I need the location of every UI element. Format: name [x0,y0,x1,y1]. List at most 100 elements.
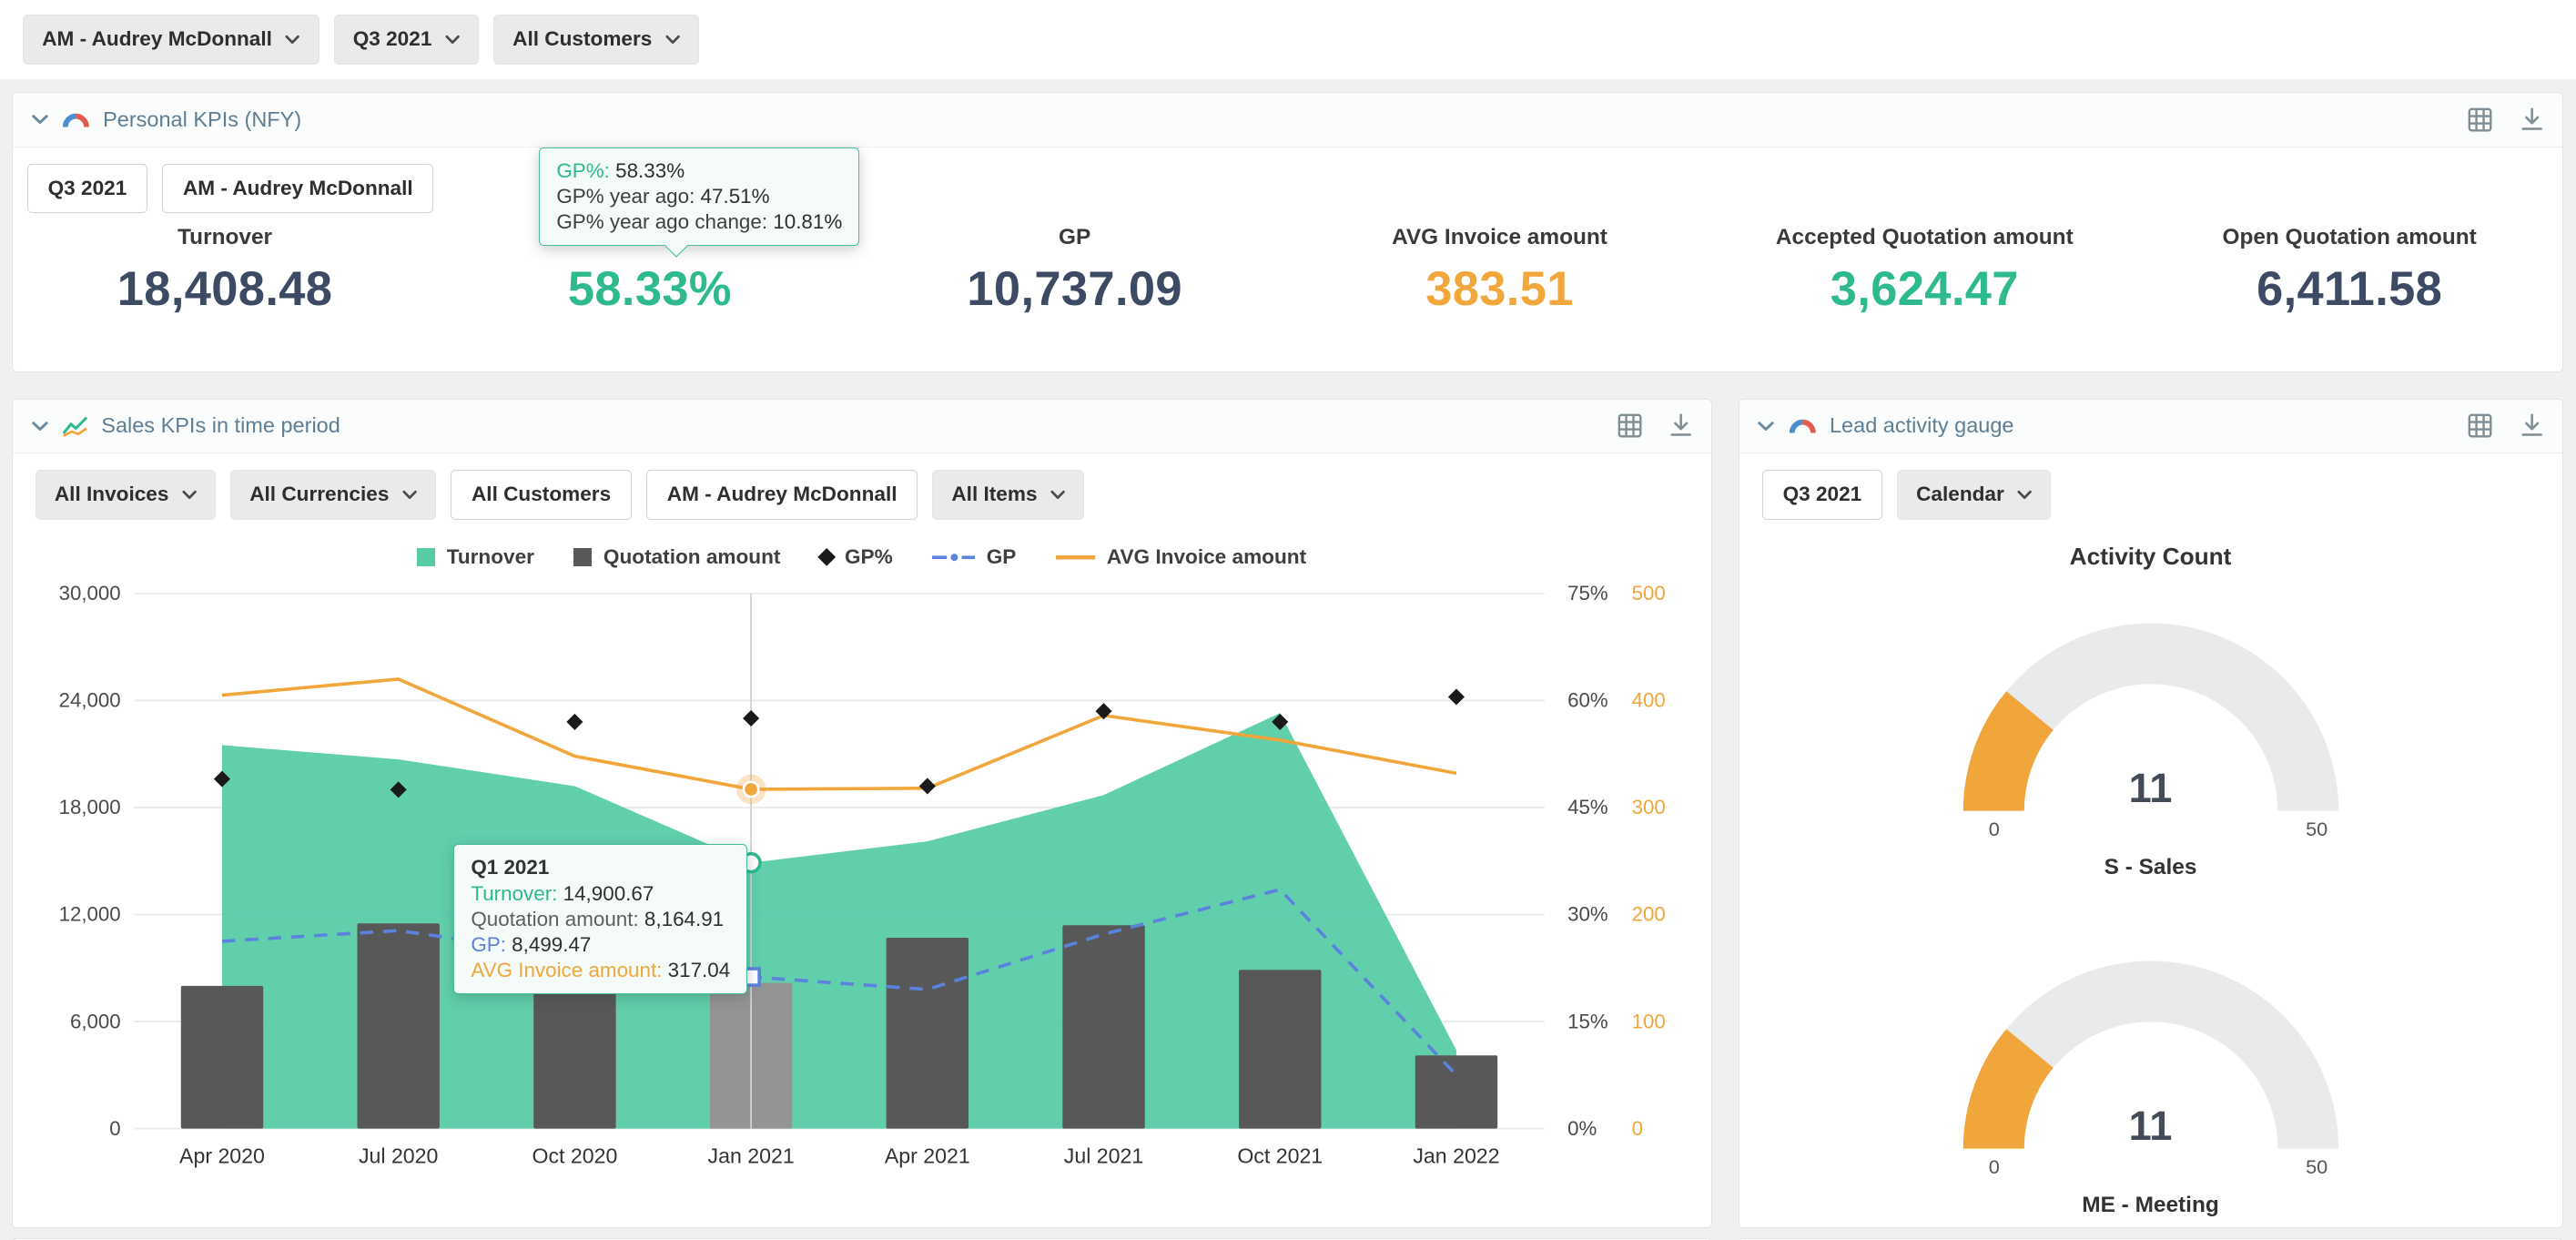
tooltip-label: GP%: [556,158,616,182]
currencies-filter[interactable]: All Currencies [230,470,437,520]
axis-label: Jan 2022 [1414,1144,1500,1168]
kpi-filter-chips: Q3 2021 AM - Audrey McDonnall [13,147,2562,229]
invoices-filter[interactable]: All Invoices [35,470,217,520]
panel-title: Personal KPIs (NFY) [103,107,302,132]
kpi-accepted-quotation-value: 3,624.47 [1830,262,2019,316]
axis-label: Jul 2020 [359,1144,438,1168]
items-filter[interactable]: All Items [932,470,1085,520]
axis-label: Jan 2021 [708,1144,795,1168]
legend-swatch [417,548,436,567]
collapse-chevron-icon[interactable] [1757,421,1775,432]
customers-filter[interactable]: All Customers [493,15,699,65]
table-view-icon[interactable] [2468,107,2492,132]
calendar-filter[interactable]: Calendar [1897,470,2052,520]
gauge-meeting: 11 0 50 ME - Meeting [1945,948,2357,1217]
tooltip-row: Quotation amount: 8,164.91 [471,907,730,932]
tooltip-row: GP% year ago change: 10.81% [556,209,842,235]
legend-item-gp[interactable]: GP [932,545,1016,569]
kpi-avg-invoice: AVG Invoice amount 383.51 [1287,225,1712,317]
account-manager-chip[interactable]: AM - Audrey McDonnall [646,470,918,520]
download-icon[interactable] [2520,107,2543,132]
legend-swatch [932,551,976,564]
gauge-sales-label: S - Sales [2104,855,2197,880]
kpi-filter-chip-0[interactable]: Q3 2021 [26,164,147,214]
personal-kpis-panel: Personal KPIs (NFY) Q3 2021 AM - Audrey M… [11,92,2563,372]
axis-label: 75% [1567,582,1608,605]
kpi-accepted-quotation: Accepted Quotation amount 3,624.47 [1712,225,2137,317]
tooltip-value: 317.04 [667,958,731,981]
axis-label: 45% [1567,796,1608,818]
legend-label: GP% [844,545,893,569]
axis-label: 400 [1632,689,1666,712]
gauge-sales-value: 11 [2128,765,2173,812]
chevron-down-icon [1050,490,1065,500]
axis-label: Oct 2021 [1238,1144,1323,1168]
axis-label: 30,000 [59,582,121,605]
legend-label: GP [986,545,1017,569]
legend-item-gp-[interactable]: GP% [816,545,893,569]
table-view-icon[interactable] [1618,413,1642,438]
gp-percent-point [390,781,408,798]
axis-label: 200 [1632,903,1666,926]
collapse-chevron-icon[interactable] [31,114,49,126]
gauge-sales-arc [1962,623,2338,811]
kpi-filter-chip-1-label: AM - Audrey McDonnall [182,177,413,200]
axis-label: 500 [1632,582,1666,605]
chevron-down-icon [445,35,460,45]
account-manager-filter[interactable]: AM - Audrey McDonnall [23,15,319,65]
download-icon[interactable] [2520,413,2543,438]
tooltip-value: 10.81% [773,209,843,233]
gauge-filter-row: Q3 2021 Calendar [1739,453,2562,535]
invoices-filter-label: All Invoices [54,483,169,506]
customers-chip[interactable]: All Customers [451,470,632,520]
axis-label: Apr 2021 [885,1144,970,1168]
account-manager-filter-label: AM - Audrey McDonnall [42,27,272,51]
gauge-icon [62,110,90,130]
gp-line [222,888,1458,1077]
customers-filter-label: All Customers [512,27,653,51]
next-panel-edge [11,1237,1712,1240]
period-filter[interactable]: Q3 2021 [333,15,479,65]
quotation-amount-bar [1062,925,1146,1129]
gauge-chart-title: Activity Count [2069,542,2232,570]
legend-item-quotation-amount[interactable]: Quotation amount [573,545,780,569]
period-chip[interactable]: Q3 2021 [1761,470,1882,520]
download-icon[interactable] [1669,413,1692,438]
gauge-meeting-min: 0 [1988,1154,2000,1178]
tooltip-row: Turnover: 14,900.67 [471,881,730,907]
tooltip-label: GP: [471,932,512,956]
axis-label: 15% [1567,1010,1608,1032]
legend-item-turnover[interactable]: Turnover [417,545,534,569]
sales-combo-chart[interactable]: 0 0% 0 6,000 15% 100 12,000 30% 200 18,000 45% 300 2… [32,575,1681,1178]
kpi-filter-chip-1[interactable]: AM - Audrey McDonnall [162,164,434,214]
collapse-chevron-icon[interactable] [31,421,49,432]
period-chip-label: Q3 2021 [1782,483,1862,506]
calendar-filter-label: Calendar [1916,483,2004,506]
axis-label: 100 [1632,1010,1666,1032]
legend-item-avg-invoice-amount[interactable]: AVG Invoice amount [1055,545,1307,569]
axis-label: 0 [110,1117,121,1140]
axis-label: 6,000 [70,1010,121,1032]
kpi-gp-percent-value: 58.33% [567,262,732,316]
table-view-icon[interactable] [2468,413,2492,438]
gp-percent-point [743,710,760,727]
kpi-accepted-quotation-label: Accepted Quotation amount [1775,224,2074,249]
tooltip-value: 47.51% [700,184,770,208]
gauge-sales: 11 0 50 S - Sales [1945,610,2357,879]
axis-label: Jul 2021 [1064,1144,1143,1168]
lead-activity-header: Lead activity gauge [1739,399,2562,454]
personal-kpis-header: Personal KPIs (NFY) [12,93,2562,147]
gauge-meeting-value: 11 [2128,1102,2173,1149]
chevron-down-icon [665,35,680,45]
kpi-gp: GP 10,737.09 [862,225,1287,317]
axis-label: 300 [1632,796,1666,818]
tooltip-label: AVG Invoice amount: [471,958,668,981]
axis-label: 0% [1567,1117,1597,1140]
currencies-filter-label: All Currencies [249,483,390,506]
quotation-amount-bar [886,938,969,1129]
axis-label: 0 [1632,1117,1643,1140]
legend-label: AVG Invoice amount [1106,545,1307,569]
sales-kpis-panel: Sales KPIs in time period All Invoices Al… [11,398,1712,1228]
next-panel-edge [1738,1237,2563,1240]
